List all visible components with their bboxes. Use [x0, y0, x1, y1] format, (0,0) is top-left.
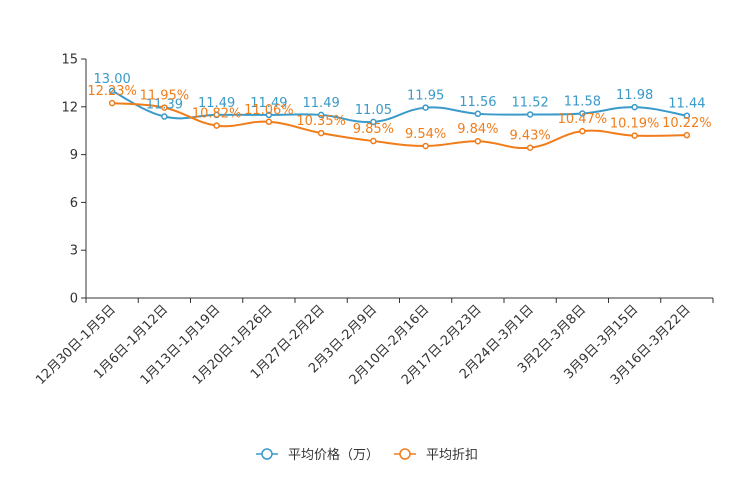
data-label: 10.82%	[192, 107, 242, 122]
data-label: 9.84%	[457, 122, 498, 137]
data-label: 11.52	[512, 95, 549, 110]
data-label: 11.49	[198, 96, 235, 111]
data-point[interactable]	[474, 110, 482, 118]
data-point[interactable]	[370, 137, 377, 145]
data-point[interactable]	[579, 110, 586, 117]
data-point[interactable]	[161, 113, 168, 120]
legend-label: 平均价格（万）	[288, 447, 379, 463]
data-label: 11.95	[407, 89, 444, 104]
data-label: 11.39	[146, 98, 183, 113]
data-point[interactable]	[108, 87, 116, 95]
data-point[interactable]	[422, 142, 429, 150]
data-point[interactable]	[213, 111, 220, 119]
data-point[interactable]	[161, 104, 168, 111]
data-point[interactable]	[631, 103, 638, 111]
data-point[interactable]	[317, 129, 325, 137]
data-label: 10.47%	[558, 112, 608, 127]
legend-swatch-icon	[261, 448, 273, 460]
series-line-0	[111, 89, 688, 124]
chart-series	[108, 87, 691, 151]
data-label: 11.95%	[140, 89, 190, 104]
data-label: 11.49	[250, 96, 287, 111]
data-label: 9.54%	[405, 127, 446, 142]
data-point[interactable]	[526, 111, 534, 118]
y-tick-label: 9	[70, 148, 78, 163]
data-label: 11.49	[303, 96, 340, 111]
data-point[interactable]	[579, 127, 586, 135]
y-tick-label: 6	[70, 196, 78, 211]
data-label: 11.06%	[244, 103, 294, 118]
data-point[interactable]	[265, 118, 273, 126]
data-label: 11.58	[564, 94, 601, 109]
data-label: 9.85%	[353, 122, 394, 137]
y-tick-label: 12	[61, 100, 78, 115]
data-label: 11.98	[616, 88, 653, 103]
data-point[interactable]	[108, 99, 116, 107]
data-label: 12.23%	[87, 84, 137, 99]
series-line-1	[112, 102, 687, 150]
chart-legend[interactable]: 平均价格（万） 平均折扣	[256, 447, 478, 463]
data-point[interactable]	[474, 137, 482, 145]
data-labels: 13.00 11.39 11.49 11.49 11.49 11.05 11.95 11.56…	[87, 72, 711, 144]
data-label: 10.35%	[296, 114, 346, 129]
data-label: 11.05	[355, 103, 392, 118]
data-point[interactable]	[526, 144, 534, 151]
data-label: 11.44	[668, 97, 705, 112]
data-label: 10.19%	[610, 117, 660, 132]
legend-label: 平均折扣	[426, 448, 478, 463]
data-point[interactable]	[683, 131, 691, 139]
data-label: 11.56	[459, 95, 496, 110]
legend-item-0[interactable]: 平均价格（万）	[256, 447, 379, 463]
data-point[interactable]	[265, 111, 273, 119]
data-point[interactable]	[422, 104, 429, 111]
data-point[interactable]	[317, 111, 325, 119]
data-point[interactable]	[683, 112, 691, 119]
legend-swatch-icon	[399, 448, 411, 460]
data-point[interactable]	[370, 118, 377, 126]
legend-item-1[interactable]: 平均折扣	[394, 448, 478, 463]
data-point[interactable]	[213, 122, 220, 129]
y-tick-label: 3	[70, 244, 78, 259]
data-label: 10.22%	[662, 116, 712, 131]
y-tick-label: 15	[61, 53, 78, 68]
data-point[interactable]	[631, 132, 638, 139]
data-label: 9.43%	[509, 129, 550, 144]
data-label: 13.00	[94, 72, 131, 87]
y-tick-label: 0	[70, 292, 78, 307]
